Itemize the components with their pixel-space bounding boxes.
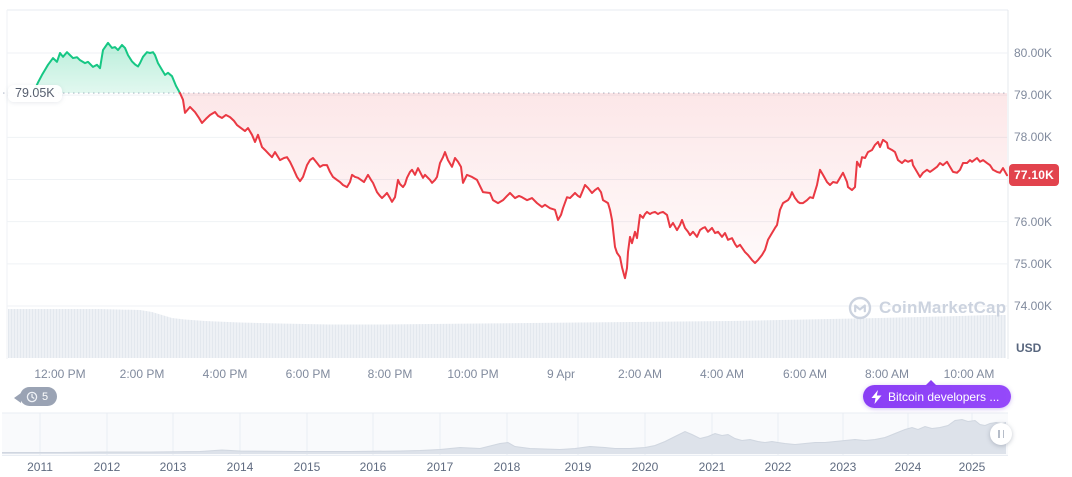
time-axis-label: 12:00 PM: [34, 367, 86, 381]
year-axis-label: 2022: [764, 460, 792, 474]
y-axis-label: 76.00K: [1014, 214, 1053, 229]
year-axis-label: 2021: [698, 460, 726, 474]
time-axis-label: 2:00 PM: [119, 367, 165, 381]
time-axis-label: 10:00 AM: [943, 367, 995, 381]
recently-viewed-badge[interactable]: 5: [13, 387, 58, 406]
time-axis-label: 4:00 AM: [699, 367, 745, 381]
time-axis-label: 4:00 PM: [202, 367, 248, 381]
year-axis-label: 2016: [359, 460, 387, 474]
y-axis-label: 79.00K: [1014, 88, 1053, 103]
coinmarketcap-logo-icon: [848, 296, 872, 320]
year-axis-label: 2014: [226, 460, 254, 474]
recently-viewed-count: 5: [42, 390, 49, 403]
time-axis-label: 10:00 PM: [447, 367, 499, 381]
time-axis-label: 6:00 PM: [285, 367, 331, 381]
handle-grip-icon: [1002, 430, 1004, 438]
y-axis-label: 74.00K: [1014, 299, 1053, 313]
year-axis-label: 2020: [631, 460, 659, 474]
time-axis-label: 8:00 PM: [367, 367, 413, 381]
coinmarketcap-watermark: CoinMarketCap: [848, 296, 1006, 320]
handle-grip-icon: [998, 430, 1000, 438]
timeline-scrubber-handle[interactable]: [990, 423, 1012, 445]
year-axis-label: 2011: [27, 460, 53, 474]
baseline-price-label: 79.05K: [8, 85, 62, 102]
year-axis-label: 2015: [293, 460, 321, 474]
news-alert-text: Bitcoin developers ...: [888, 389, 1000, 404]
year-axis-label: 2025: [958, 460, 986, 474]
year-axis-label: 2023: [829, 460, 857, 474]
year-axis-label: 2024: [894, 460, 922, 474]
year-axis-label: 2018: [493, 460, 521, 474]
time-axis-label: 9 Apr: [546, 367, 576, 381]
year-axis-label: 2013: [159, 460, 187, 474]
y-axis-label: 78.00K: [1014, 130, 1053, 145]
watermark-text: CoinMarketCap: [879, 298, 1007, 317]
y-axis-label: 75.00K: [1014, 256, 1053, 271]
year-axis-label: 2017: [426, 460, 454, 474]
time-axis-label: 6:00 AM: [782, 367, 828, 381]
history-clock-icon: [26, 391, 38, 403]
lightning-icon: [871, 389, 882, 404]
current-price-badge: 77.10K: [1009, 164, 1059, 186]
news-alert-pill[interactable]: Bitcoin developers ...: [863, 380, 1012, 408]
time-axis-label: 8:00 AM: [864, 367, 910, 381]
time-axis-label: 2:00 AM: [617, 367, 663, 381]
year-axis-label: 2019: [564, 460, 592, 474]
currency-label: USD: [1016, 341, 1042, 355]
y-axis-label: 80.00K: [1014, 46, 1053, 60]
year-axis-label: 2012: [93, 460, 121, 474]
